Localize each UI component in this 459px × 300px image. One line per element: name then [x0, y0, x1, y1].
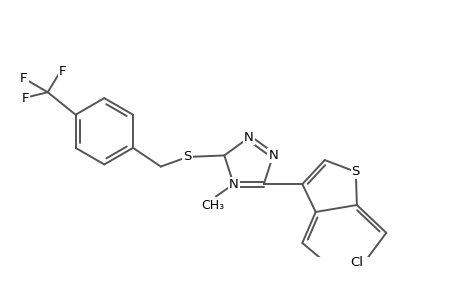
Text: S: S [183, 151, 191, 164]
Text: S: S [351, 165, 359, 178]
Text: F: F [20, 72, 28, 86]
Text: N: N [228, 178, 238, 190]
Text: Cl: Cl [350, 256, 363, 269]
Text: N: N [243, 131, 253, 144]
Text: F: F [59, 65, 67, 78]
Text: CH₃: CH₃ [202, 199, 224, 212]
Text: N: N [268, 149, 277, 162]
Text: F: F [22, 92, 29, 105]
